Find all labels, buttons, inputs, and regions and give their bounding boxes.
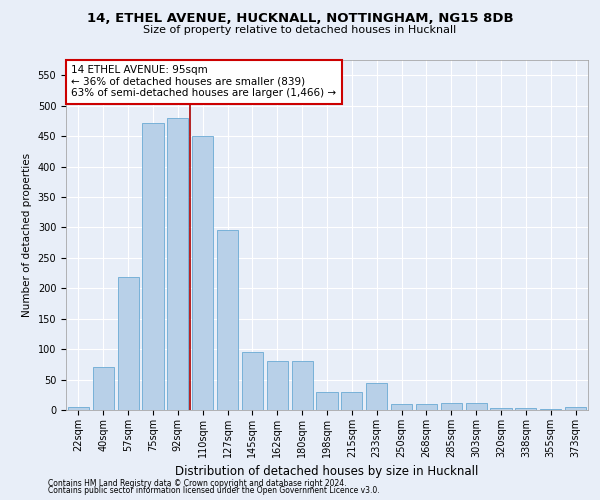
- Text: Contains public sector information licensed under the Open Government Licence v3: Contains public sector information licen…: [48, 486, 380, 495]
- Bar: [118, 278, 139, 410]
- Bar: [515, 408, 536, 410]
- Bar: [341, 392, 362, 410]
- Y-axis label: Number of detached properties: Number of detached properties: [22, 153, 32, 317]
- Text: 14, ETHEL AVENUE, HUCKNALL, NOTTINGHAM, NG15 8DB: 14, ETHEL AVENUE, HUCKNALL, NOTTINGHAM, …: [86, 12, 514, 26]
- Text: 14 ETHEL AVENUE: 95sqm
← 36% of detached houses are smaller (839)
63% of semi-de: 14 ETHEL AVENUE: 95sqm ← 36% of detached…: [71, 66, 337, 98]
- Bar: [490, 408, 512, 410]
- Bar: [316, 392, 338, 410]
- Bar: [267, 362, 288, 410]
- Bar: [217, 230, 238, 410]
- Bar: [416, 404, 437, 410]
- Bar: [366, 382, 387, 410]
- Bar: [192, 136, 213, 410]
- Text: Size of property relative to detached houses in Hucknall: Size of property relative to detached ho…: [143, 25, 457, 35]
- Bar: [441, 402, 462, 410]
- Bar: [391, 404, 412, 410]
- Bar: [565, 407, 586, 410]
- Bar: [242, 352, 263, 410]
- Bar: [540, 409, 561, 410]
- Bar: [68, 407, 89, 410]
- Bar: [167, 118, 188, 410]
- Bar: [292, 362, 313, 410]
- Bar: [142, 122, 164, 410]
- Bar: [93, 368, 114, 410]
- Text: Contains HM Land Registry data © Crown copyright and database right 2024.: Contains HM Land Registry data © Crown c…: [48, 478, 347, 488]
- X-axis label: Distribution of detached houses by size in Hucknall: Distribution of detached houses by size …: [175, 466, 479, 478]
- Bar: [466, 402, 487, 410]
